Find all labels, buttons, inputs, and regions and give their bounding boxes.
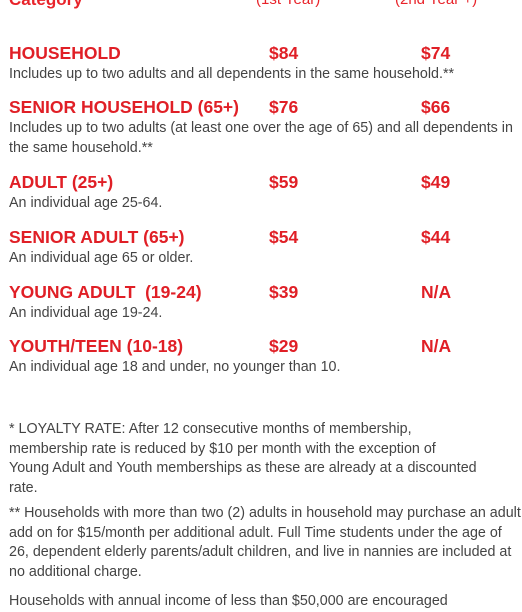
description: An individual age 19-24. — [9, 305, 163, 321]
header-second-year: (2nd Year +) — [395, 0, 477, 8]
membership-name: HOUSEHOLD — [9, 43, 121, 63]
membership-name: YOUNG ADULT (19-24) — [9, 282, 202, 302]
price: $59 — [269, 172, 299, 192]
price: $84 — [269, 43, 299, 63]
membership-name: SENIOR ADULT (65+) — [9, 227, 185, 247]
header-first-year: (1st Year) — [256, 0, 320, 8]
membership-name: ADULT (25+) — [9, 172, 114, 192]
price: N/A — [421, 336, 452, 356]
price: $29 — [269, 336, 299, 356]
description: Includes up to two adults and all depend… — [9, 66, 455, 82]
price: $66 — [421, 97, 451, 117]
description: An individual age 65 or older. — [9, 250, 194, 266]
price: N/A — [421, 282, 452, 302]
note: ** Households with more than two (2) adu… — [9, 505, 521, 580]
note: * LOYALTY RATE: After 12 consecutive mon… — [9, 421, 477, 496]
price: $39 — [269, 282, 299, 302]
price: $49 — [421, 172, 451, 192]
membership-name: SENIOR HOUSEHOLD (65+) — [9, 97, 239, 117]
description: An individual age 18 and under, no young… — [9, 359, 341, 375]
description: An individual age 25-64. — [9, 195, 163, 211]
price: $74 — [421, 43, 451, 63]
note: Households with annual income of less th… — [9, 593, 448, 609]
header-category: Category — [9, 0, 83, 10]
price: $76 — [269, 97, 299, 117]
price: $54 — [269, 227, 299, 247]
price: $44 — [421, 227, 451, 247]
description: Includes up to two adults (at least one … — [9, 120, 513, 156]
membership-name: YOUTH/TEEN (10-18) — [9, 336, 184, 356]
